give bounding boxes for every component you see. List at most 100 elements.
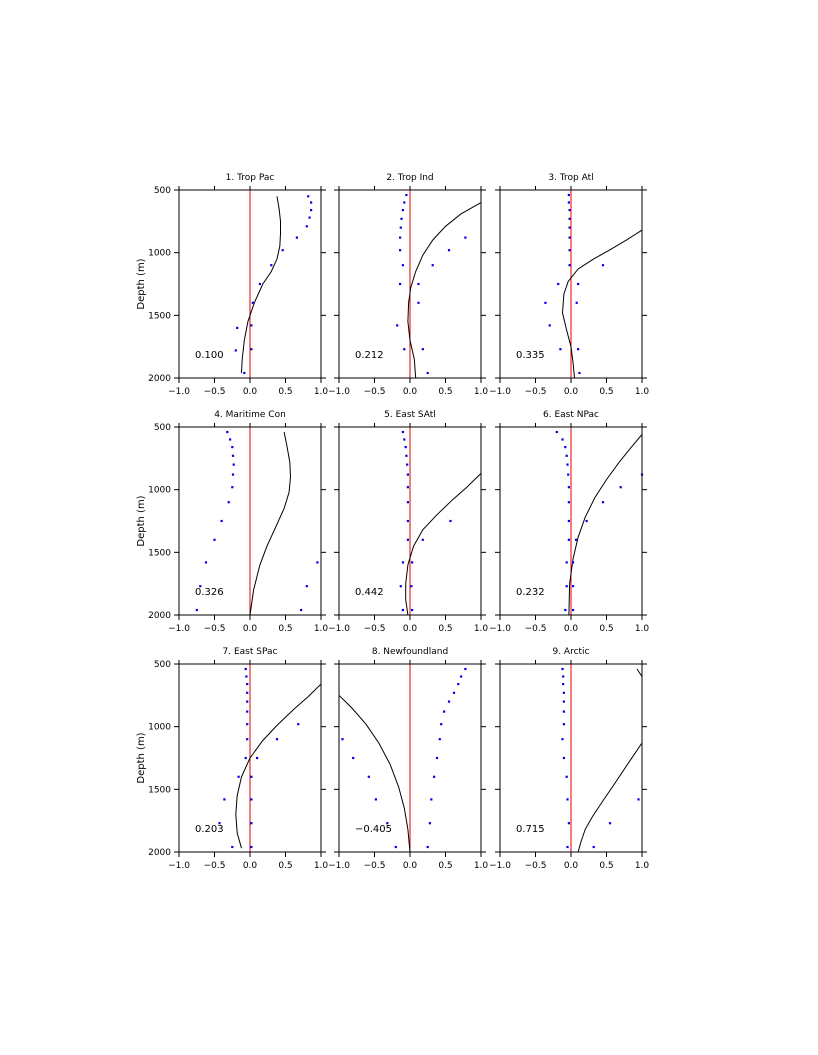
x-tick-label: 0.0	[403, 624, 418, 634]
x-tick-label: 0.0	[564, 861, 579, 871]
data-point	[251, 301, 254, 304]
data-point	[231, 845, 234, 849]
data-point	[244, 756, 247, 760]
panel-title: 3. Trop Atl	[548, 173, 593, 183]
x-tick-label: 0.5	[438, 387, 452, 397]
panel-4: −1.0 −0.5 0.0 0.5 1.0 500 1000 1500 2000 4. Marit…	[136, 410, 328, 634]
data-point	[204, 561, 208, 564]
data-point	[246, 710, 249, 713]
panel-2: −1.0 −0.5 0.0 0.5 1.0 2. Trop Ind 0.212	[328, 173, 488, 397]
data-point	[457, 683, 460, 686]
data-point	[567, 473, 570, 476]
data-point	[406, 473, 409, 476]
y-axis-label: Depth (m)	[136, 258, 147, 309]
data-point	[557, 282, 560, 286]
data-point	[246, 700, 249, 703]
x-tick-label: 0.0	[564, 387, 579, 397]
data-point	[565, 454, 568, 457]
x-tick-label: −1.0	[168, 387, 190, 397]
x-tick-label: 1.0	[474, 624, 489, 634]
data-point	[405, 193, 408, 197]
data-point	[601, 501, 605, 504]
profile-line	[339, 694, 411, 852]
data-point	[405, 454, 408, 457]
x-tick-label: 0.0	[243, 387, 258, 397]
data-point	[400, 217, 403, 220]
data-point	[300, 608, 303, 612]
data-point	[555, 430, 558, 434]
data-point	[231, 473, 235, 476]
data-point	[401, 561, 404, 564]
data-point	[567, 201, 570, 204]
data-point	[403, 348, 406, 351]
data-point	[426, 371, 429, 375]
data-point	[426, 845, 429, 849]
x-tick-label: −0.5	[525, 861, 547, 871]
data-point	[548, 324, 551, 327]
data-point	[443, 710, 446, 713]
data-point	[561, 738, 564, 741]
x-tick-label: 1.0	[474, 861, 489, 871]
data-point	[399, 236, 402, 239]
data-point	[421, 538, 424, 541]
data-point	[449, 519, 452, 523]
panel-title: 2. Trop Ind	[386, 173, 433, 183]
data-point	[399, 226, 402, 229]
data-point	[567, 193, 570, 197]
x-tick-label: −1.0	[168, 861, 190, 871]
data-point	[565, 775, 568, 778]
x-tick-label: −0.5	[525, 624, 547, 634]
data-point	[460, 675, 463, 678]
profile-line	[407, 202, 481, 378]
y-tick-label: 2000	[148, 611, 171, 621]
data-point	[403, 438, 406, 441]
x-tick-label: 1.0	[635, 387, 650, 397]
data-point	[562, 691, 565, 694]
x-tick-label: 0.0	[564, 624, 579, 634]
data-point	[399, 282, 402, 286]
x-tick-label: −1.0	[168, 624, 190, 634]
x-tick-label: −1.0	[328, 861, 350, 871]
y-tick-label: 2000	[148, 374, 171, 384]
data-point	[559, 348, 562, 351]
data-point	[275, 738, 279, 741]
data-point	[435, 756, 439, 760]
data-point	[399, 249, 402, 252]
data-point	[236, 326, 239, 329]
x-tick-label: 0.0	[243, 861, 258, 871]
profile-line	[405, 473, 481, 615]
correlation-value: 0.212	[355, 350, 384, 361]
data-point	[270, 264, 273, 267]
profile-line-segment	[636, 668, 642, 677]
data-point	[431, 264, 434, 267]
x-tick-label: −0.5	[364, 861, 386, 871]
data-point	[295, 236, 298, 239]
data-point	[352, 756, 355, 760]
data-point	[568, 249, 571, 252]
data-point	[229, 438, 232, 441]
data-point	[246, 691, 249, 694]
profile-line	[561, 229, 642, 378]
data-point	[411, 608, 414, 612]
data-point	[281, 249, 284, 252]
profile-line	[568, 434, 642, 615]
x-tick-label: 0.5	[278, 387, 292, 397]
panel-6: −1.0 −0.5 0.0 0.5 1.0 6. East NPac 0.232	[489, 410, 649, 634]
data-point	[592, 845, 595, 849]
y-tick-label: 2000	[148, 848, 171, 858]
data-point	[213, 538, 216, 541]
panel-3: −1.0 −0.5 0.0 0.5 1.0 3. Trop Atl 0.335	[489, 173, 649, 397]
panel-8: −1.0 −0.5 0.0 0.5 1.0 8. Newfoundland −0.405	[328, 647, 488, 871]
y-tick-label: 1500	[148, 311, 171, 321]
panel-5: −1.0 −0.5 0.0 0.5 1.0 5. East SAtl 0.442	[328, 410, 488, 634]
y-tick-label: 500	[154, 423, 171, 433]
data-point	[406, 501, 409, 504]
data-point	[245, 675, 248, 678]
data-point	[585, 519, 588, 523]
data-point	[401, 430, 404, 434]
x-tick-label: −0.5	[364, 624, 386, 634]
y-tick-label: 1000	[148, 723, 171, 733]
data-point	[401, 264, 404, 267]
data-point	[568, 236, 571, 239]
data-point	[568, 217, 571, 220]
